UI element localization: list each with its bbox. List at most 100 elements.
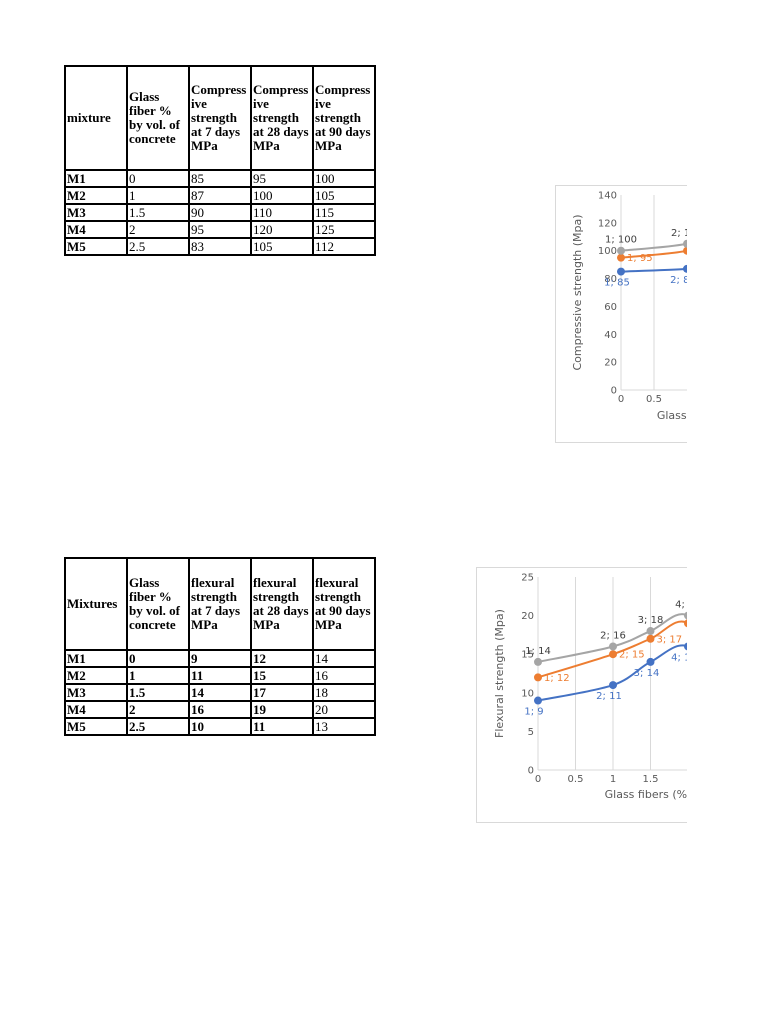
- header-cell: Glass fiber % by vol. of concrete: [126, 557, 190, 651]
- cell: M4: [64, 220, 128, 239]
- y-axis-label: Compressive strength (Mpa): [571, 214, 584, 370]
- x-axis-label: Glass fibers (%): [605, 788, 692, 801]
- data-label: 1; 85: [604, 278, 630, 289]
- data-point: [722, 666, 730, 674]
- data-point: [646, 657, 655, 666]
- table-row: M2 1 11 15 16: [64, 666, 376, 685]
- data-label: 2; 100: [693, 246, 725, 257]
- x-tick-label: 1: [610, 774, 616, 785]
- header-cell: Compressive strength at 90 days MPa: [312, 65, 376, 171]
- data-label: 3; 14: [634, 668, 660, 679]
- table-row: M4 2 16 19 20: [64, 700, 376, 719]
- data-label: 4; 19: [694, 619, 720, 630]
- cell: 0: [126, 169, 190, 188]
- y-tick-label: 140: [598, 191, 617, 202]
- data-point: [749, 219, 757, 227]
- header-cell: Glass fiber % by vol. of concrete: [126, 65, 190, 171]
- y-tick-label: 120: [598, 218, 617, 229]
- table-row: M3 1.5 14 17 18: [64, 683, 376, 702]
- x-tick-label: 0.5: [568, 774, 584, 785]
- cell: 16: [312, 666, 376, 685]
- data-point: [716, 233, 724, 241]
- cell: M4: [64, 700, 128, 719]
- data-label: 5; 13: [713, 654, 739, 665]
- data-point: [534, 657, 542, 666]
- cell: M1: [64, 649, 128, 668]
- data-point: [749, 212, 757, 220]
- data-label: 2; 15: [619, 650, 645, 661]
- chart-frame: [476, 567, 687, 823]
- cell: 87: [188, 186, 252, 205]
- cell: 105: [250, 237, 314, 256]
- y-tick-label: 0: [528, 766, 534, 777]
- y-axis-label: Flexural strength (Mpa): [493, 609, 506, 738]
- data-point: [722, 689, 730, 697]
- cell: 120: [250, 220, 314, 239]
- data-label: 4; 120: [759, 218, 768, 229]
- header-cell: flexural strength at 7 days MPa: [188, 557, 252, 651]
- data-point: [646, 634, 655, 643]
- cell: 110: [250, 203, 314, 222]
- chart: 0 5 10 15 20 25 0 0.5 1 1.5 Glass fibers (%) Flexur…: [476, 567, 758, 823]
- data-label: 3; 17: [657, 634, 683, 645]
- series-line: [620, 242, 687, 252]
- cell: 2: [126, 700, 190, 719]
- series-line: [620, 249, 687, 259]
- data-label: 5; 11: [732, 681, 758, 692]
- data-point: [617, 267, 625, 276]
- cell: 14: [312, 649, 376, 668]
- chart: 0 20 40 60 80 100 120 140 0 0.5 Glass fibers (%) Co…: [555, 185, 768, 443]
- header-cell: Mixtures: [64, 557, 128, 651]
- data-label: 1; 12: [544, 673, 570, 684]
- data-label: 3; 110: [726, 232, 758, 243]
- cell: 95: [250, 169, 314, 188]
- cell: 83: [188, 237, 252, 256]
- data-label: 4; 95: [736, 264, 762, 275]
- data-label: 4; 16: [671, 652, 697, 663]
- y-tick-label: 0: [611, 386, 617, 397]
- cell: 16: [188, 700, 252, 719]
- table-row: M2 1 87 100 105: [64, 186, 376, 205]
- cell: 125: [312, 220, 376, 239]
- cell: 17: [250, 683, 314, 702]
- y-tick-label: 60: [604, 302, 617, 313]
- data-label: 1; 9: [524, 707, 543, 718]
- data-label: 2; 11: [596, 691, 622, 702]
- data-point: [683, 264, 687, 273]
- data-point: [684, 619, 687, 628]
- cell: 15: [250, 666, 314, 685]
- cell: 112: [312, 237, 376, 256]
- header-cell: mixture: [64, 65, 128, 171]
- y-tick-label: 25: [521, 573, 534, 584]
- cell: 1.5: [126, 203, 190, 222]
- cell: M5: [64, 237, 128, 256]
- table-row: M3 1.5 90 110 115: [64, 203, 376, 222]
- data-label: 5; 10: [709, 699, 735, 710]
- y-tick-label: 10: [521, 688, 534, 699]
- cell: 20: [312, 700, 376, 719]
- data-point: [722, 681, 730, 689]
- compressive-table: mixture Glass fiber % by vol. of concrete…: [64, 65, 376, 256]
- header-cell: Compressive strength at 28 days MPa: [250, 65, 314, 171]
- data-point: [684, 611, 687, 620]
- data-label: 2; 16: [600, 630, 626, 641]
- series-line: [620, 267, 687, 273]
- data-point: [534, 696, 542, 705]
- x-axis-label: Glass fibers (%): [657, 409, 744, 422]
- cell: 11: [188, 666, 252, 685]
- cell: 9: [188, 649, 252, 668]
- x-tick-label: 1.5: [643, 774, 659, 785]
- cell: 14: [188, 683, 252, 702]
- data-label: 4; 20: [675, 600, 701, 611]
- table-row: M1 0 9 12 14: [64, 649, 376, 668]
- cell: 2: [126, 220, 190, 239]
- table-row: M1 0 85 95 100: [64, 169, 376, 188]
- cell: M2: [64, 186, 128, 205]
- data-point: [716, 261, 724, 269]
- cell: 18: [312, 683, 376, 702]
- cell: M2: [64, 666, 128, 685]
- cell: 100: [312, 169, 376, 188]
- data-point: [716, 226, 724, 234]
- y-tick-label: 40: [604, 330, 617, 341]
